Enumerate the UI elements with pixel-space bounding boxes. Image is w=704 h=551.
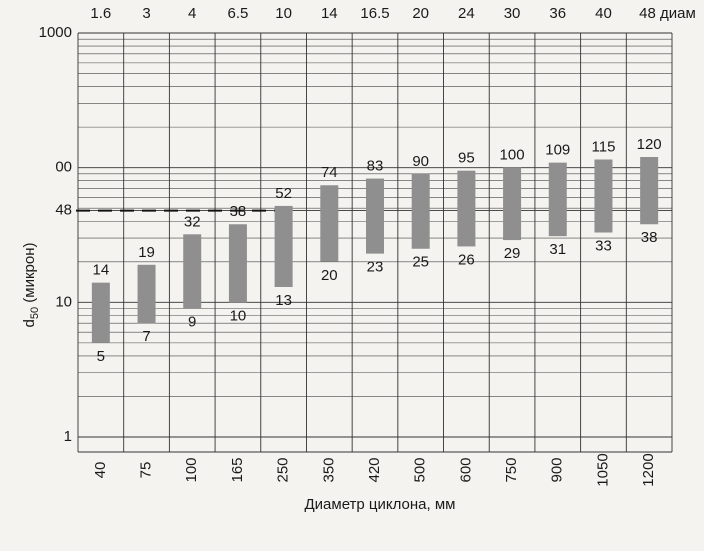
x-tick-label: 165 xyxy=(229,457,246,482)
low-label: 23 xyxy=(367,259,384,276)
range-bar xyxy=(320,185,339,262)
x-tick-label: 100 xyxy=(183,457,200,482)
x-tick-label: 600 xyxy=(457,457,474,482)
high-label: 32 xyxy=(184,213,201,230)
range-bar xyxy=(503,167,522,241)
top-label: 4 xyxy=(188,5,196,22)
top-label: 14 xyxy=(321,5,338,22)
x-tick-label: 1050 xyxy=(594,453,611,486)
high-label: 83 xyxy=(367,158,384,175)
top-label: 10 xyxy=(275,5,292,22)
y-axis-title: d50 (микрон) xyxy=(21,243,41,328)
low-label: 29 xyxy=(504,245,521,262)
y-axis-title-rest: (микрон) xyxy=(21,243,38,307)
high-label: 109 xyxy=(545,142,570,159)
top-label: 6.5 xyxy=(227,5,248,22)
x-tick-label: 900 xyxy=(549,457,566,482)
y-tick-label: 1 xyxy=(64,428,72,445)
x-tick-label: 75 xyxy=(138,462,155,479)
x-axis-title: Диаметр циклона, мм xyxy=(305,496,456,513)
top-label: 16.5 xyxy=(360,5,389,22)
range-bar xyxy=(228,224,247,303)
range-bar xyxy=(183,234,202,309)
high-label: 90 xyxy=(412,153,429,170)
low-label: 5 xyxy=(97,348,105,365)
y-axis-title-sub: 50 xyxy=(29,307,41,319)
low-label: 26 xyxy=(458,251,475,268)
range-bar xyxy=(457,170,476,247)
high-label: 115 xyxy=(592,138,616,155)
top-label: 48 диам xyxy=(639,5,696,22)
x-tick-label: 420 xyxy=(366,457,383,482)
low-label: 13 xyxy=(275,292,292,309)
top-label: 3 xyxy=(142,5,150,22)
high-label: 100 xyxy=(500,147,525,164)
x-tick-label: 500 xyxy=(412,457,429,482)
low-label: 31 xyxy=(549,241,566,258)
range-bar xyxy=(548,162,567,237)
low-label: 10 xyxy=(230,307,247,324)
x-tick-label: 750 xyxy=(503,457,520,482)
high-label: 19 xyxy=(138,244,155,261)
range-bar xyxy=(640,157,659,225)
x-tick-label: 350 xyxy=(320,457,337,482)
high-label: 120 xyxy=(637,136,662,153)
low-label: 33 xyxy=(595,237,612,254)
y-axis-title-main: d xyxy=(21,319,38,327)
x-tick-label: 40 xyxy=(92,462,109,479)
top-label: 30 xyxy=(504,5,521,22)
y-tick-label: 48 xyxy=(55,202,72,219)
high-label: 95 xyxy=(458,150,475,167)
x-tick-label: 1200 xyxy=(640,453,657,486)
top-label: 36 xyxy=(549,5,566,22)
y-tick-label: 00 xyxy=(55,159,72,176)
y-tick-label: 1000 xyxy=(39,24,72,41)
y-tick-label: 10 xyxy=(55,293,72,310)
range-bar xyxy=(91,282,110,343)
range-bar xyxy=(274,205,293,287)
top-label: 20 xyxy=(412,5,429,22)
high-label: 14 xyxy=(93,262,110,279)
high-label: 52 xyxy=(275,185,292,202)
high-label: 38 xyxy=(230,203,247,220)
range-bar xyxy=(137,264,156,324)
low-label: 9 xyxy=(188,313,196,330)
low-label: 20 xyxy=(321,267,338,284)
low-label: 25 xyxy=(412,254,429,271)
top-label: 24 xyxy=(458,5,475,22)
top-label: 1.6 xyxy=(90,5,111,22)
range-bar xyxy=(411,173,430,249)
top-label: 40 xyxy=(595,5,612,22)
low-label: 38 xyxy=(641,229,658,246)
range-bar xyxy=(594,159,613,233)
range-bar xyxy=(366,178,384,254)
low-label: 7 xyxy=(142,328,150,345)
high-label: 74 xyxy=(321,164,338,181)
x-tick-label: 250 xyxy=(275,457,292,482)
